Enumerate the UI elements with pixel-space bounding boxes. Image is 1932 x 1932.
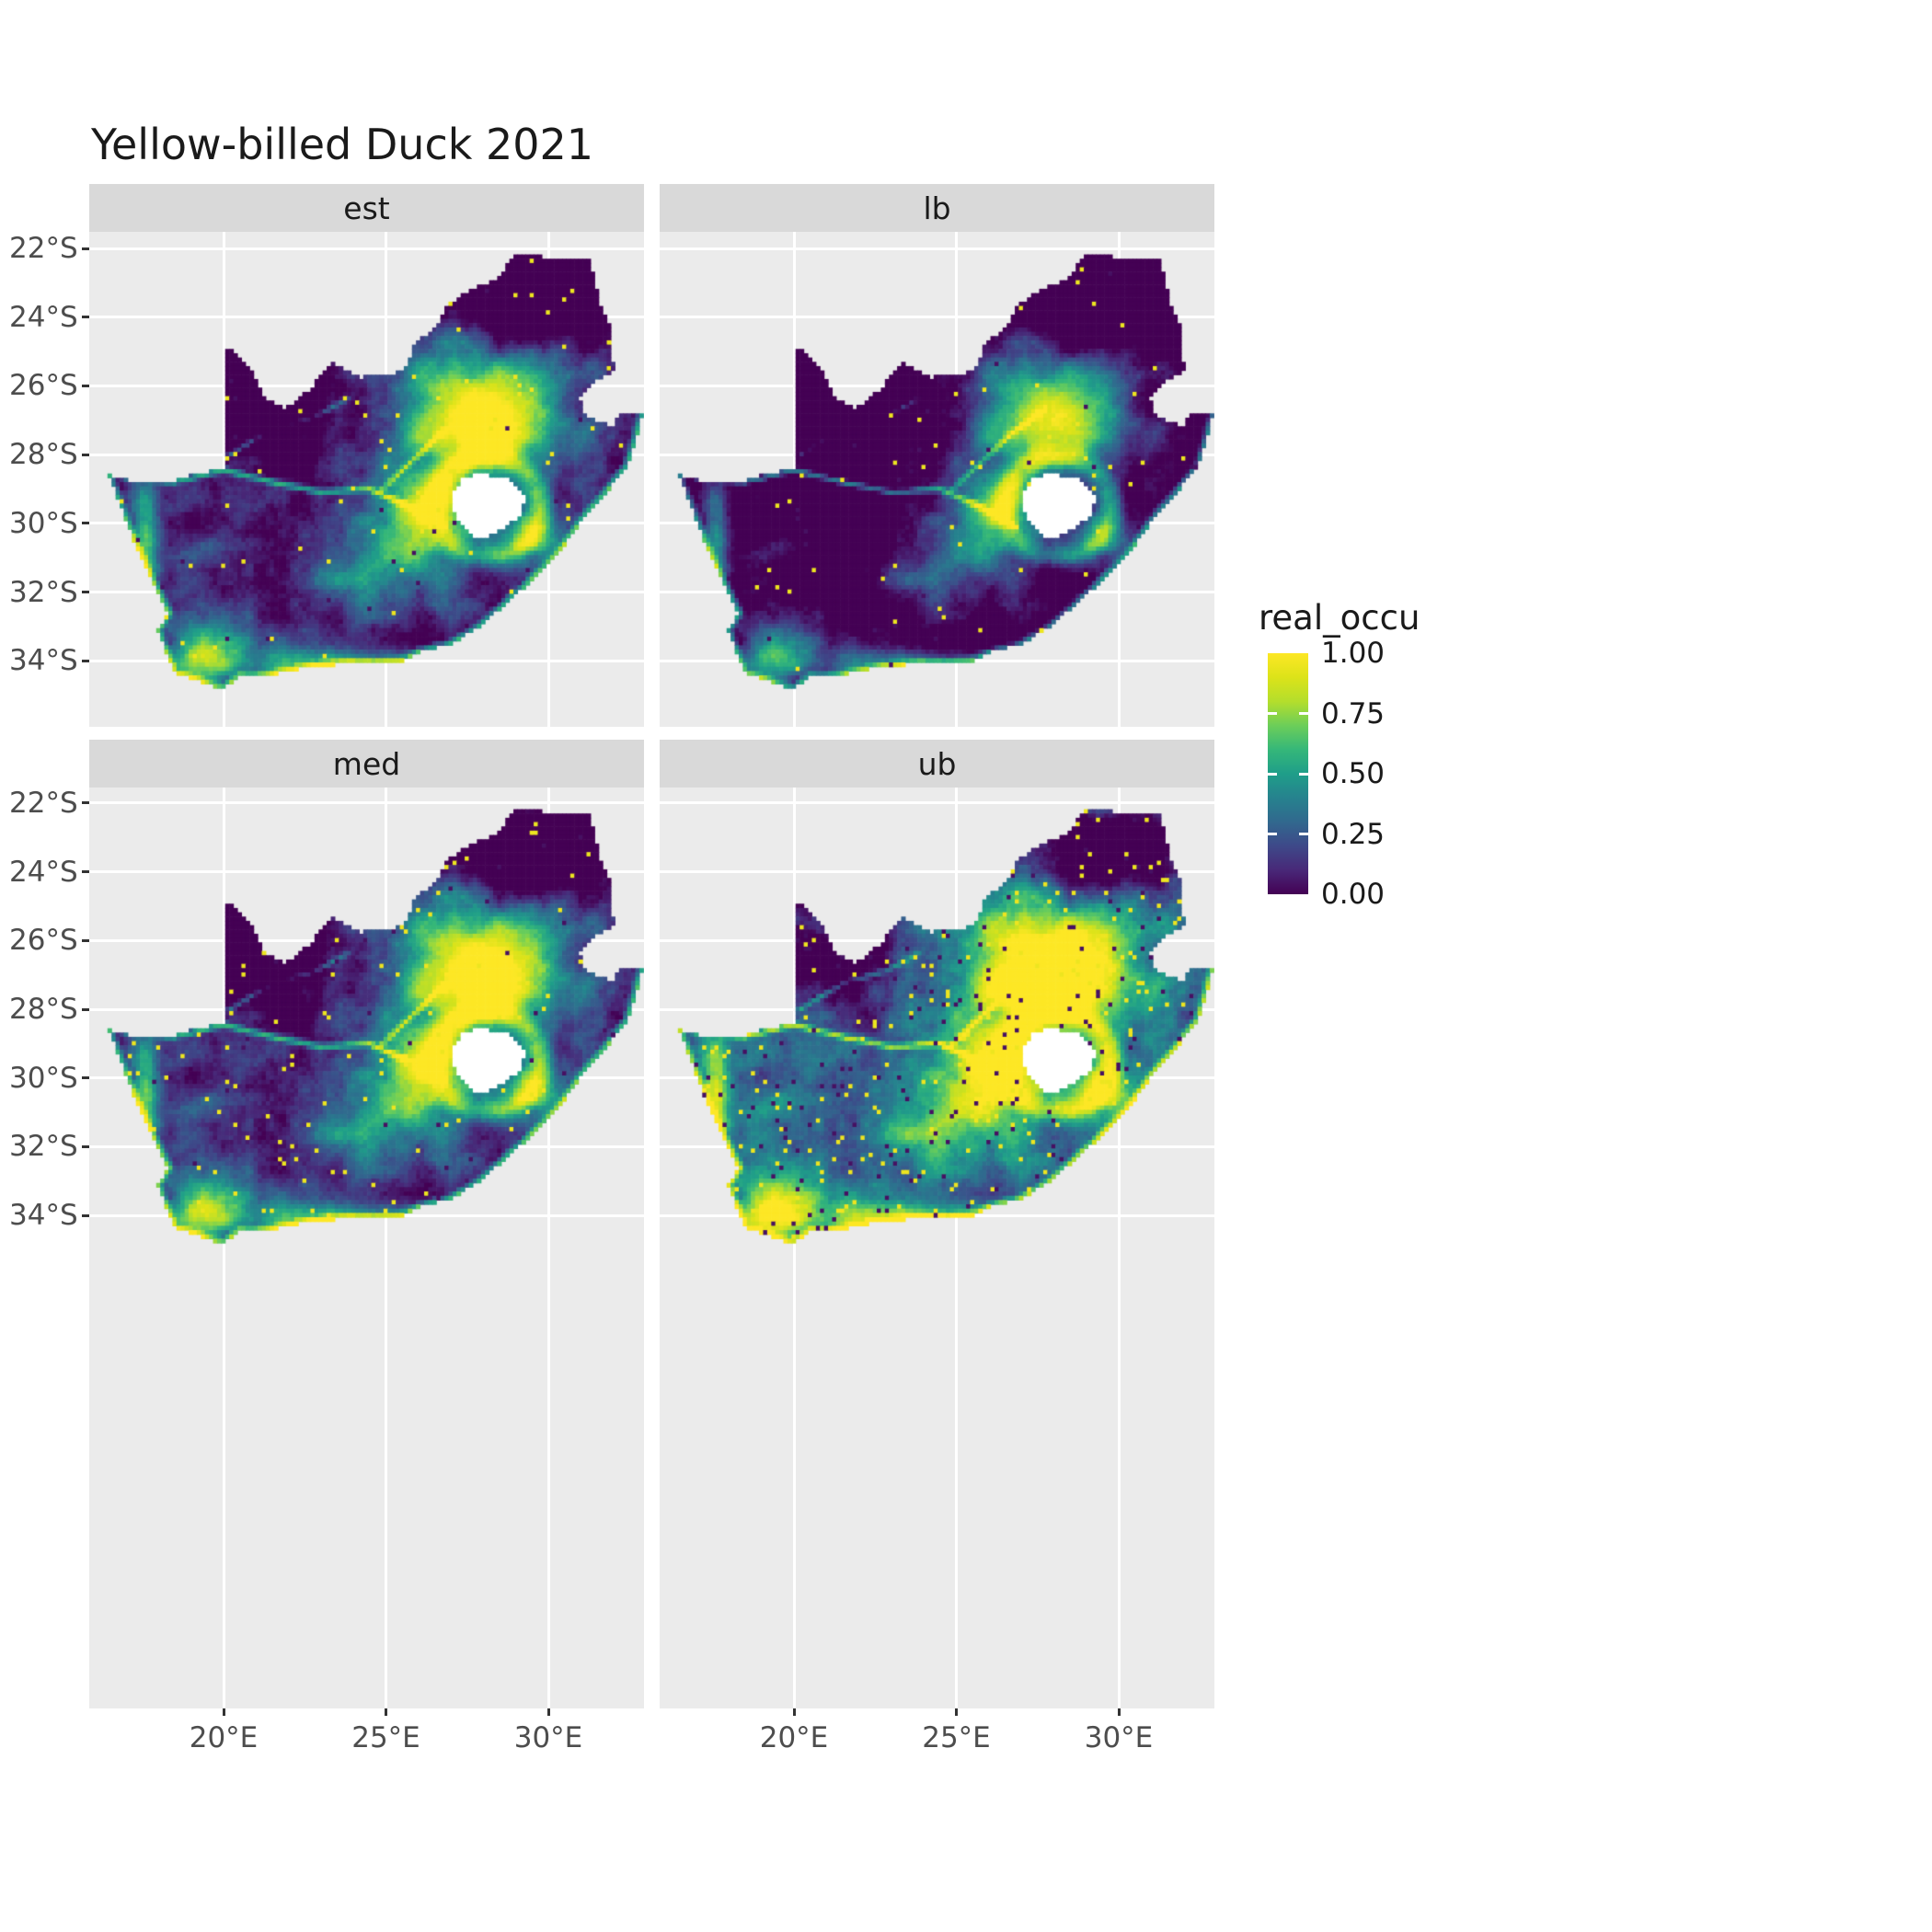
x-tick: [385, 1708, 387, 1716]
y-tick: [82, 659, 89, 662]
map-panel-ub: [660, 788, 1214, 1708]
x-tick: [1117, 1708, 1121, 1716]
y-tick: [82, 247, 89, 250]
y-tick: [82, 938, 89, 942]
y-tick: [82, 1076, 89, 1080]
y-axis-label: 30°S: [9, 1061, 78, 1095]
facet-strip-label: med: [332, 745, 401, 782]
y-axis-label: 22°S: [9, 786, 78, 820]
facet-strip-label: lb: [923, 190, 951, 226]
y-axis-label: 26°S: [9, 369, 78, 403]
plot-title: Yellow-billed Duck 2021: [91, 120, 594, 169]
facet-strip-label: ub: [917, 745, 957, 782]
facet-strip: ub: [660, 740, 1214, 788]
legend-label: 0.25: [1321, 817, 1386, 851]
y-axis-label: 34°S: [9, 644, 78, 678]
x-tick: [546, 1708, 550, 1716]
y-axis-label: 26°S: [9, 924, 78, 958]
legend-tick: [1268, 772, 1277, 776]
x-tick: [955, 1708, 958, 1716]
y-axis-label: 22°S: [9, 232, 78, 265]
occupancy-raster-med: [89, 788, 644, 1275]
legend-tick: [1299, 772, 1308, 776]
x-tick: [222, 1708, 225, 1716]
legend-tick: [1268, 833, 1277, 835]
facet-strip: lb: [660, 184, 1214, 232]
map-panel-est: [89, 232, 644, 727]
facet-strip: med: [89, 740, 644, 788]
legend-label: 0.75: [1321, 696, 1386, 730]
y-tick: [82, 801, 89, 805]
legend-label: 0.00: [1321, 878, 1386, 911]
x-axis-label: 30°E: [1084, 1721, 1154, 1754]
y-axis-label: 24°S: [9, 300, 78, 334]
x-axis-label: 25°E: [922, 1721, 991, 1754]
y-axis-label: 28°S: [9, 993, 78, 1027]
y-tick: [82, 384, 89, 387]
y-tick: [82, 1213, 89, 1217]
y-axis-label: 28°S: [9, 438, 78, 472]
y-axis-label: 34°S: [9, 1199, 78, 1233]
x-axis-label: 30°E: [513, 1721, 583, 1754]
occupancy-raster-est: [89, 232, 644, 719]
x-axis-label: 25°E: [351, 1721, 420, 1754]
legend-title: real_occu: [1259, 598, 1420, 638]
facet-strip-label: est: [343, 190, 390, 226]
y-tick: [82, 1144, 89, 1148]
y-axis-label: 24°S: [9, 855, 78, 889]
y-tick: [82, 316, 89, 319]
occupancy-raster-lb: [660, 232, 1214, 719]
map-panel-lb: [660, 232, 1214, 727]
map-panel-med: [89, 788, 644, 1708]
legend-tick: [1299, 833, 1308, 835]
y-axis-label: 32°S: [9, 1130, 78, 1164]
x-axis-label: 20°E: [189, 1721, 259, 1754]
y-axis-label: 32°S: [9, 575, 78, 609]
y-tick: [82, 870, 89, 874]
y-tick: [82, 1007, 89, 1011]
legend-tick: [1268, 712, 1277, 715]
occupancy-raster-ub: [660, 788, 1214, 1275]
y-tick: [82, 522, 89, 525]
legend-label: 0.50: [1321, 757, 1386, 790]
y-tick: [82, 591, 89, 593]
legend-tick: [1299, 712, 1308, 715]
x-tick: [792, 1708, 796, 1716]
x-axis-label: 20°E: [759, 1721, 829, 1754]
y-tick: [82, 453, 89, 456]
facet-strip: est: [89, 184, 644, 232]
legend-label: 1.00: [1321, 637, 1386, 670]
y-axis-label: 30°S: [9, 506, 78, 540]
